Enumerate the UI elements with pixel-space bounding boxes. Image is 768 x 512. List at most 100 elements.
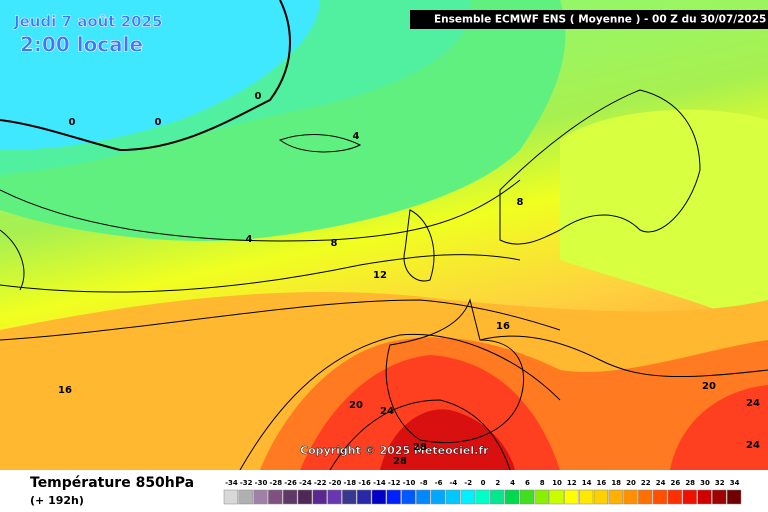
legend-label: 24 (656, 479, 666, 487)
legend-swatch (682, 489, 697, 505)
legend-swatch (726, 489, 742, 505)
legend-label: -14 (373, 479, 386, 487)
contour-label: 4 (353, 131, 360, 142)
time-label: 2:00 locale (20, 33, 143, 57)
run-banner (410, 10, 768, 29)
legend-swatch (519, 489, 535, 505)
legend-label: -34 (225, 479, 238, 487)
legend-label: 16 (597, 479, 607, 487)
legend-label: -8 (420, 479, 428, 487)
legend-label: -12 (388, 479, 401, 487)
contour-zero (0, 0, 291, 152)
contour-label: 8 (331, 238, 338, 249)
contour-label: 8 (517, 197, 524, 208)
legend-swatch (356, 489, 372, 505)
copyright: Copyright © 2025 Meteociel.fr (300, 444, 489, 457)
legend-label: 22 (641, 479, 651, 487)
legend-label: -16 (358, 479, 371, 487)
legend-label: -30 (255, 479, 268, 487)
contour-label: 16 (58, 385, 72, 396)
legend-label: 30 (700, 479, 710, 487)
contour-label: 0 (69, 117, 76, 128)
legend-label: -2 (464, 479, 472, 487)
legend-swatch (312, 489, 327, 505)
legend-label: -22 (314, 479, 327, 487)
legend-swatch (342, 489, 357, 505)
legend-swatch (712, 489, 727, 505)
legend-swatch (416, 489, 431, 505)
zone-cyan (0, 0, 320, 150)
coastlines (0, 0, 768, 444)
legend-swatch (327, 489, 342, 505)
contour-label: 28 (413, 442, 427, 453)
legend-label: -20 (329, 479, 342, 487)
legend-label: 34 (730, 479, 740, 487)
legend-label: -32 (240, 479, 253, 487)
legend-swatch (386, 489, 401, 505)
legend-swatch (578, 489, 594, 505)
legend-swatch (697, 489, 712, 505)
coast-scandinavia (499, 89, 701, 245)
legend-swatch (238, 489, 253, 505)
legend-label: 18 (611, 479, 621, 487)
zone-darkred (380, 409, 515, 470)
contour-label: 28 (393, 456, 407, 467)
legend-label: -6 (435, 479, 443, 487)
legend-swatch (549, 489, 564, 505)
legend-label: 14 (582, 479, 592, 487)
contour-label: 24 (380, 406, 394, 417)
contour-label: 0 (255, 91, 262, 102)
legend-label: -24 (299, 479, 312, 487)
footer-title: Température 850hPa (30, 475, 194, 491)
legend-swatch (623, 489, 638, 505)
legend-label: 26 (671, 479, 681, 487)
legend-swatch (460, 489, 475, 505)
legend-label: -4 (450, 479, 458, 487)
legend-label: 10 (552, 479, 562, 487)
contour-label: 0 (155, 117, 162, 128)
legend-swatch (445, 489, 461, 505)
legend-label: 12 (567, 479, 577, 487)
legend-swatch (652, 489, 668, 505)
legend-label: -26 (284, 479, 297, 487)
legend-label: 20 (626, 479, 636, 487)
contour-label: 24 (746, 440, 760, 451)
contour-lines (0, 179, 561, 471)
zone-lightgreen (560, 109, 768, 330)
legend-label: -18 (343, 479, 356, 487)
coast-west (0, 229, 25, 291)
contour-label: 4 (246, 234, 253, 245)
legend-label: -28 (269, 479, 282, 487)
legend-swatch (223, 489, 239, 505)
legend-swatch (504, 489, 520, 505)
contour-label: 24 (746, 398, 760, 409)
legend-swatch (593, 489, 609, 505)
legend-swatch (667, 489, 683, 505)
legend-label: 6 (525, 479, 530, 487)
legend-swatch (475, 489, 490, 505)
contour-label: 20 (702, 381, 716, 392)
legend-swatch (534, 489, 549, 505)
legend-swatch (638, 489, 653, 505)
legend-label: 28 (685, 479, 695, 487)
legend-swatch (430, 489, 446, 505)
legend-label: 2 (495, 479, 500, 487)
footer-lead: (+ 192h) (30, 494, 84, 507)
contour-label: 20 (349, 400, 363, 411)
legend-swatch (282, 489, 298, 505)
run-info: Ensemble ECMWF ENS ( Moyenne ) - 00 Z du… (434, 14, 766, 26)
legend-swatch (564, 489, 579, 505)
coast-iberia (385, 298, 525, 444)
zone-red-east (670, 385, 768, 470)
legend-label: 0 (481, 479, 486, 487)
legend-swatch (490, 489, 505, 505)
legend-swatch (371, 489, 387, 505)
legend-label: 32 (715, 479, 725, 487)
legend-swatch (268, 489, 283, 505)
legend-swatch (253, 489, 268, 505)
legend-swatch (401, 489, 416, 505)
legend-label: 8 (540, 479, 545, 487)
legend-swatch (297, 489, 313, 505)
contour-label: 12 (373, 270, 387, 281)
